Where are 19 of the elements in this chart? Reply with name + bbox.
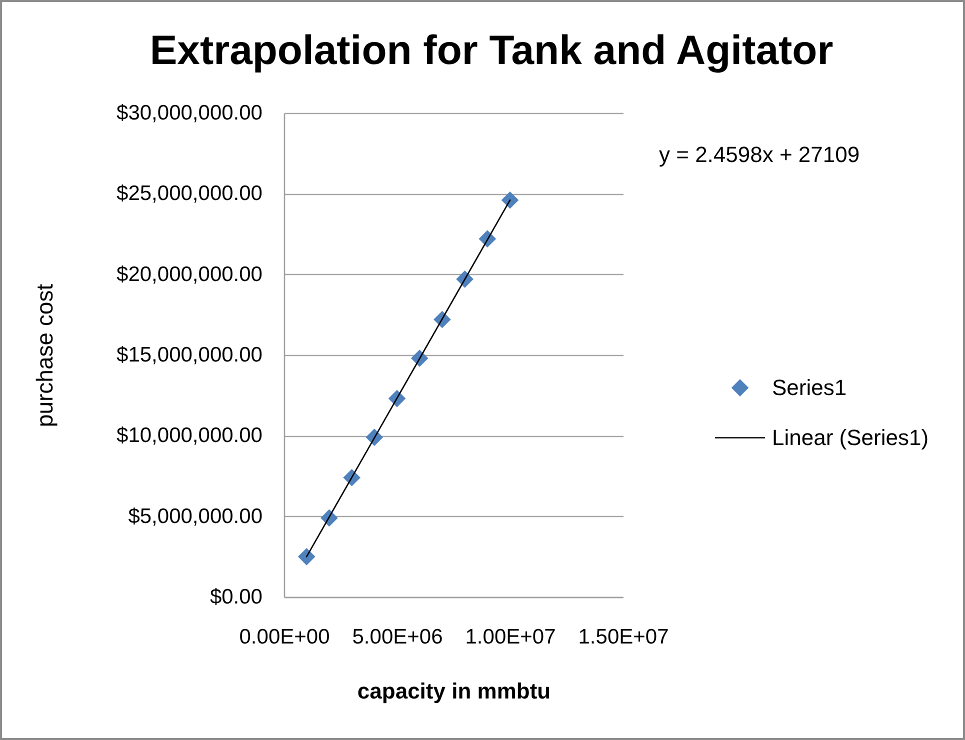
- y-tick-label: $20,000,000.00: [116, 262, 262, 286]
- y-tick-label: $0.00: [210, 586, 262, 608]
- y-tick-label: $10,000,000.00: [116, 424, 262, 448]
- y-tick-label: $15,000,000.00: [116, 344, 262, 366]
- point: [501, 191, 519, 209]
- chart-title: Extrapolation for Tank and Agitator: [150, 27, 834, 73]
- y-tick-label: $5,000,000.00: [128, 504, 262, 528]
- point: [298, 548, 316, 566]
- y-tick-label: $25,000,000.00: [116, 182, 262, 206]
- y-tick-label: $30,000,000.00: [116, 102, 262, 124]
- x-tick-label: 5.00E+06: [352, 626, 443, 648]
- legend-label: Series1: [772, 374, 847, 400]
- x-tick-label: 0.00E+00: [239, 626, 330, 648]
- text: y = 2.4598x + 27109: [659, 142, 860, 167]
- legend-label: Linear (Series1): [772, 424, 929, 450]
- x-tick-label: 1.50E+07: [578, 626, 669, 648]
- x-axis-title: capacity in mmbtu: [357, 678, 551, 704]
- y-axis-title: purchase cost: [32, 283, 58, 428]
- x-tick-label: 1.00E+07: [465, 626, 556, 648]
